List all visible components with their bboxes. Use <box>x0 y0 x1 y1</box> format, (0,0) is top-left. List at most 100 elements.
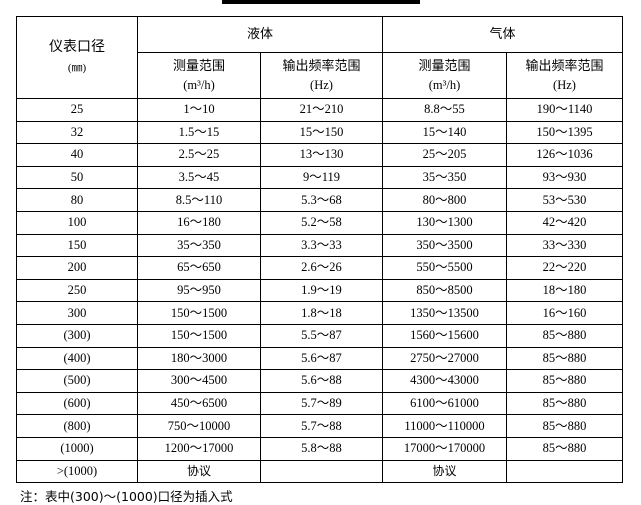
liquid-measure-range-cell: 1.5～15 <box>137 120 261 145</box>
table-row: 32 1.5～15 15～150 15～140 150～1395 <box>16 120 623 145</box>
liquid-measure-range-cell: 16～180 <box>137 210 261 235</box>
liquid-measure-range-cell: 95～950 <box>137 278 261 303</box>
gas-freq-range-cell: 53～530 <box>506 188 623 212</box>
liquid-freq-range-cell: 5.7～89 <box>260 391 383 416</box>
diameter-cell: (1000) <box>16 436 138 461</box>
liquid-measure-range-cell: 180～3000 <box>137 346 261 371</box>
gas-measure-range-cell: 35～350 <box>382 165 507 190</box>
table-note: 注：表中(300)～(1000)口径为插入式 <box>20 489 233 504</box>
liquid-freq-range-cell: 5.5～87 <box>260 323 383 348</box>
table-row: 50 3.5～45 9～119 35～350 93～930 <box>16 165 623 190</box>
gas-measure-range-cell: 6100～61000 <box>382 391 507 416</box>
gas-measure-range-cell: 17000～170000 <box>382 436 507 461</box>
liquid-measure-range-cell: 2.5～25 <box>137 143 261 167</box>
liquid-measure-range-cell: 150～1500 <box>137 323 261 348</box>
liquid-measure-range-cell: 750～10000 <box>137 414 261 438</box>
liquid-measure-range-cell: 3.5～45 <box>137 165 261 190</box>
diameter-cell: (800) <box>16 414 138 438</box>
top-rule <box>222 0 420 4</box>
liquid-measure-range-cell: 8.5～110 <box>137 188 261 212</box>
liquid-freq-range-cell: 5.7～88 <box>260 414 383 438</box>
diameter-cell: 80 <box>16 188 138 212</box>
gas-measure-range-cell: 1350～13500 <box>382 301 507 325</box>
gas-measure-range-cell: 350～3500 <box>382 233 507 258</box>
table-row: (1000) 1200～17000 5.8～88 17000～170000 85～880 <box>16 436 623 461</box>
diameter-cell: 250 <box>16 278 138 303</box>
diameter-cell: (300) <box>16 323 138 348</box>
gas-freq-range-cell: 18～180 <box>506 278 623 303</box>
diameter-cell: 25 <box>16 98 138 122</box>
gas-measure-range-cell: 550～5500 <box>382 256 507 280</box>
gas-measure-range-cell: 8.8～55 <box>382 98 507 122</box>
table-row: 40 2.5～25 13～130 25～205 126～1036 <box>16 143 623 167</box>
liquid-measure-range-cell: 1200～17000 <box>137 436 261 461</box>
liquid-measure-range-cell: 450～6500 <box>137 391 261 416</box>
gas-measure-range-cell: 25～205 <box>382 143 507 167</box>
gas-freq-range-cell: 22～220 <box>506 256 623 280</box>
diameter-cell: 40 <box>16 143 138 167</box>
liquid-measure-range-cell: 1～10 <box>137 98 261 122</box>
gas-freq-range-cell: 85～880 <box>506 391 623 416</box>
table-row: 80 8.5～110 5.3～68 80～800 53～530 <box>16 188 623 212</box>
diameter-cell: >(1000) <box>16 459 138 484</box>
liquid-freq-range-cell: 13～130 <box>260 143 383 167</box>
gas-measure-range-cell: 2750～27000 <box>382 346 507 371</box>
diameter-cell: 150 <box>16 233 138 258</box>
gas-freq-range-cell: 42～420 <box>506 210 623 235</box>
table-row: 200 65～650 2.6～26 550～5500 22～220 <box>16 256 623 280</box>
gas-freq-range-cell: 126～1036 <box>506 143 623 167</box>
diameter-cell: (400) <box>16 346 138 371</box>
table-row: 250 95～950 1.9～19 850～8500 18～180 <box>16 278 623 303</box>
table-row: (600) 450～6500 5.7～89 6100～61000 85～880 <box>16 391 623 416</box>
gas-freq-range-cell: 33～330 <box>506 233 623 258</box>
diameter-header: 仪表口径 (㎜) <box>16 16 138 99</box>
table-row: 150 35～350 3.3～33 350～3500 33～330 <box>16 233 623 258</box>
liquid-freq-range-cell: 5.8～88 <box>260 436 383 461</box>
liquid-freq-range-cell <box>260 459 383 484</box>
gas-freq-range-cell: 85～880 <box>506 346 623 371</box>
table-row: 25 1～10 21～210 8.8～55 190～1140 <box>16 98 623 122</box>
gas-measure-range-cell: 80～800 <box>382 188 507 212</box>
table-row: >(1000) 协议 协议 <box>16 459 623 484</box>
gas-measure-range-cell: 15～140 <box>382 120 507 145</box>
liquid-freq-range-cell: 1.8～18 <box>260 301 383 325</box>
table-row: (800) 750～10000 5.7～88 11000～110000 85～880 <box>16 414 623 438</box>
liquid-freq-range-cell: 1.9～19 <box>260 278 383 303</box>
liquid-freq-range-cell: 21～210 <box>260 98 383 122</box>
gas-measure-range-cell: 130～1300 <box>382 210 507 235</box>
diameter-cell: (600) <box>16 391 138 416</box>
gas-freq-range-cell: 93～930 <box>506 165 623 190</box>
gas-measure-range-cell: 1560～15600 <box>382 323 507 348</box>
diameter-cell: 200 <box>16 256 138 280</box>
liquid-measure-header: 测量范围 (m³/h) <box>137 52 261 99</box>
liquid-freq-range-cell: 3.3～33 <box>260 233 383 258</box>
liquid-freq-range-cell: 5.3～68 <box>260 188 383 212</box>
gas-measure-header: 测量范围 (m³/h) <box>382 52 507 99</box>
gas-freq-header: 输出频率范围 (Hz) <box>506 52 623 99</box>
liquid-measure-range-cell: 300～4500 <box>137 369 261 393</box>
liquid-freq-range-cell: 5.6～87 <box>260 346 383 371</box>
liquid-freq-range-cell: 9～119 <box>260 165 383 190</box>
table-row: 300 150～1500 1.8～18 1350～13500 16～160 <box>16 301 623 325</box>
table-row: (300) 150～1500 5.5～87 1560～15600 85～880 <box>16 323 623 348</box>
liquid-measure-range-cell: 协议 <box>137 459 261 484</box>
diameter-cell: 100 <box>16 210 138 235</box>
flow-range-table: 仪表口径 (㎜) 液体 气体 测量范围 (m³/h) 输出频率范围 (Hz) 测量范围… <box>16 16 623 484</box>
gas-header: 气体 <box>382 16 623 53</box>
gas-freq-range-cell: 85～880 <box>506 323 623 348</box>
liquid-freq-range-cell: 5.2～58 <box>260 210 383 235</box>
gas-freq-range-cell: 190～1140 <box>506 98 623 122</box>
liquid-measure-range-cell: 65～650 <box>137 256 261 280</box>
liquid-freq-range-cell: 5.6～88 <box>260 369 383 393</box>
diameter-cell: 32 <box>16 120 138 145</box>
diameter-cell: (500) <box>16 369 138 393</box>
liquid-freq-range-cell: 2.6～26 <box>260 256 383 280</box>
gas-measure-range-cell: 850～8500 <box>382 278 507 303</box>
liquid-measure-range-cell: 35～350 <box>137 233 261 258</box>
liquid-freq-range-cell: 15～150 <box>260 120 383 145</box>
gas-freq-range-cell: 85～880 <box>506 369 623 393</box>
gas-freq-range-cell: 85～880 <box>506 436 623 461</box>
diameter-cell: 50 <box>16 165 138 190</box>
gas-measure-range-cell: 11000～110000 <box>382 414 507 438</box>
table-row: 100 16～180 5.2～58 130～1300 42～420 <box>16 210 623 235</box>
